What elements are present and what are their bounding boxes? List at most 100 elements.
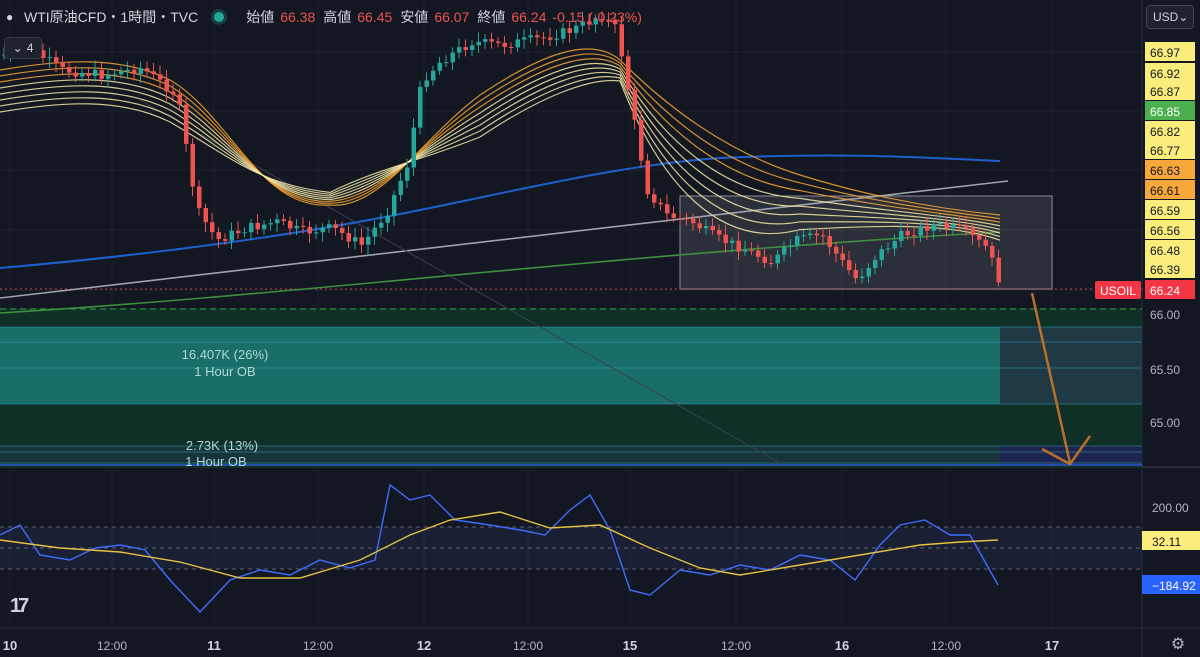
candle-72 — [470, 45, 475, 50]
candle-39 — [255, 223, 260, 230]
candle-101 — [658, 202, 663, 205]
candle-116 — [756, 250, 761, 257]
price-tick-12: 66.24 — [1150, 284, 1180, 298]
currency-select[interactable]: USD ⌄ — [1146, 5, 1194, 29]
candle-26 — [171, 91, 176, 95]
candle-56 — [366, 236, 371, 245]
candle-112 — [730, 240, 735, 244]
signal-line — [0, 511, 999, 579]
ob-2-volume: 2.73K (13%) — [186, 438, 258, 453]
candle-69 — [450, 52, 455, 63]
indicator-count: 4 — [26, 41, 34, 55]
currency-label: USD — [1153, 10, 1179, 24]
candle-138 — [899, 230, 904, 241]
candle-70 — [457, 47, 462, 53]
osc-tag-bg-1 — [1142, 531, 1200, 550]
symbol-tag-bg — [1095, 281, 1141, 299]
chevron-down-icon: ⌄ — [1178, 10, 1189, 24]
candle-61 — [398, 180, 403, 195]
candle-22 — [145, 68, 150, 72]
price-tick-0: 66.97 — [1150, 46, 1180, 60]
oscillator-pane — [0, 483, 1142, 614]
candle-151 — [983, 239, 988, 246]
price-tag-bg-9 — [1145, 220, 1195, 239]
candle-59 — [385, 215, 390, 223]
candle-75 — [489, 39, 494, 42]
price-tick-9: 66.56 — [1150, 224, 1180, 238]
price-tick-11: 66.39 — [1150, 263, 1180, 277]
candle-42 — [275, 219, 280, 224]
candle-81 — [528, 35, 533, 38]
osc-tick-1: 32.11 — [1152, 535, 1181, 549]
ema-line-2 — [0, 58, 1001, 223]
candle-65 — [424, 80, 429, 87]
candle-15 — [99, 69, 104, 79]
candle-109 — [710, 225, 715, 231]
candle-29 — [190, 143, 195, 187]
candle-82 — [535, 35, 540, 38]
candle-144 — [938, 223, 943, 225]
candle-37 — [242, 232, 247, 234]
time-tick-2: 11 — [207, 638, 221, 653]
market-status-icon — [214, 12, 225, 22]
symbol-title[interactable]: WTI原油CFD・1時間・TVC — [24, 9, 199, 25]
time-tick-4: 12 — [417, 638, 431, 653]
ema-line-1 — [0, 53, 1001, 220]
candle-129 — [840, 253, 845, 261]
price-tick-14: 65.50 — [1150, 363, 1180, 377]
low-label: 安値 — [400, 9, 429, 25]
candle-85 — [554, 38, 559, 40]
candle-31 — [203, 208, 208, 223]
candle-99 — [645, 160, 650, 195]
time-tick-9: 12:00 — [931, 639, 961, 653]
candle-137 — [892, 240, 897, 249]
candle-83 — [541, 37, 546, 39]
candle-127 — [827, 235, 832, 247]
candle-54 — [353, 237, 358, 242]
price-tick-10: 66.48 — [1150, 244, 1180, 258]
high-value: 66.45 — [357, 9, 393, 25]
candle-20 — [132, 69, 137, 74]
candle-118 — [769, 262, 774, 264]
candle-32 — [210, 222, 215, 233]
price-tick-7: 66.61 — [1150, 184, 1180, 198]
drop-icon: ● — [6, 10, 14, 24]
candle-38 — [249, 223, 254, 233]
symbol-header: ● WTI原油CFD・1時間・TVC 始値 66.38 高値 66.45 安値 … — [6, 6, 642, 28]
osc-tick-2: −184.92 — [1152, 579, 1196, 593]
candle-114 — [743, 250, 748, 252]
indicator-collapse-button[interactable]: ⌄ 4 — [4, 37, 42, 59]
candle-143 — [931, 224, 936, 231]
time-tick-6: 15 — [623, 638, 637, 653]
candle-43 — [281, 219, 286, 221]
price-tick-5: 66.77 — [1150, 144, 1180, 158]
blue-ma-line — [0, 154, 1001, 269]
candle-46 — [301, 225, 306, 227]
candle-60 — [392, 194, 397, 216]
candle-25 — [164, 79, 169, 92]
candle-142 — [925, 226, 930, 231]
candle-146 — [951, 224, 956, 229]
candle-27 — [177, 94, 182, 105]
candle-107 — [697, 223, 702, 229]
price-axis: 66.97 66.92 66.87 66.85 66.82 66.77 66.63 66.61… — [1095, 42, 1200, 594]
candle-90 — [587, 21, 592, 25]
ema-line-4 — [0, 67, 1001, 230]
candle-67 — [437, 62, 442, 71]
candle-9 — [60, 62, 65, 67]
time-axis: 10 12:00 11 12:00 12 12:00 15 12:00 16 12:00 17 — [3, 638, 1059, 653]
gear-icon[interactable]: ⚙ — [1170, 636, 1186, 653]
candle-73 — [476, 41, 481, 46]
candle-76 — [496, 41, 501, 43]
candle-6 — [41, 50, 46, 58]
candle-11 — [73, 72, 78, 77]
chevron-down-icon: ⌄ — [12, 41, 23, 55]
candle-47 — [307, 226, 312, 234]
price-tag-bg-7 — [1145, 180, 1195, 199]
price-tick-4: 66.82 — [1150, 125, 1180, 139]
close-label: 終値 — [477, 9, 506, 25]
candle-17 — [112, 74, 117, 76]
candle-119 — [775, 254, 780, 264]
candles — [2, 11, 1001, 287]
